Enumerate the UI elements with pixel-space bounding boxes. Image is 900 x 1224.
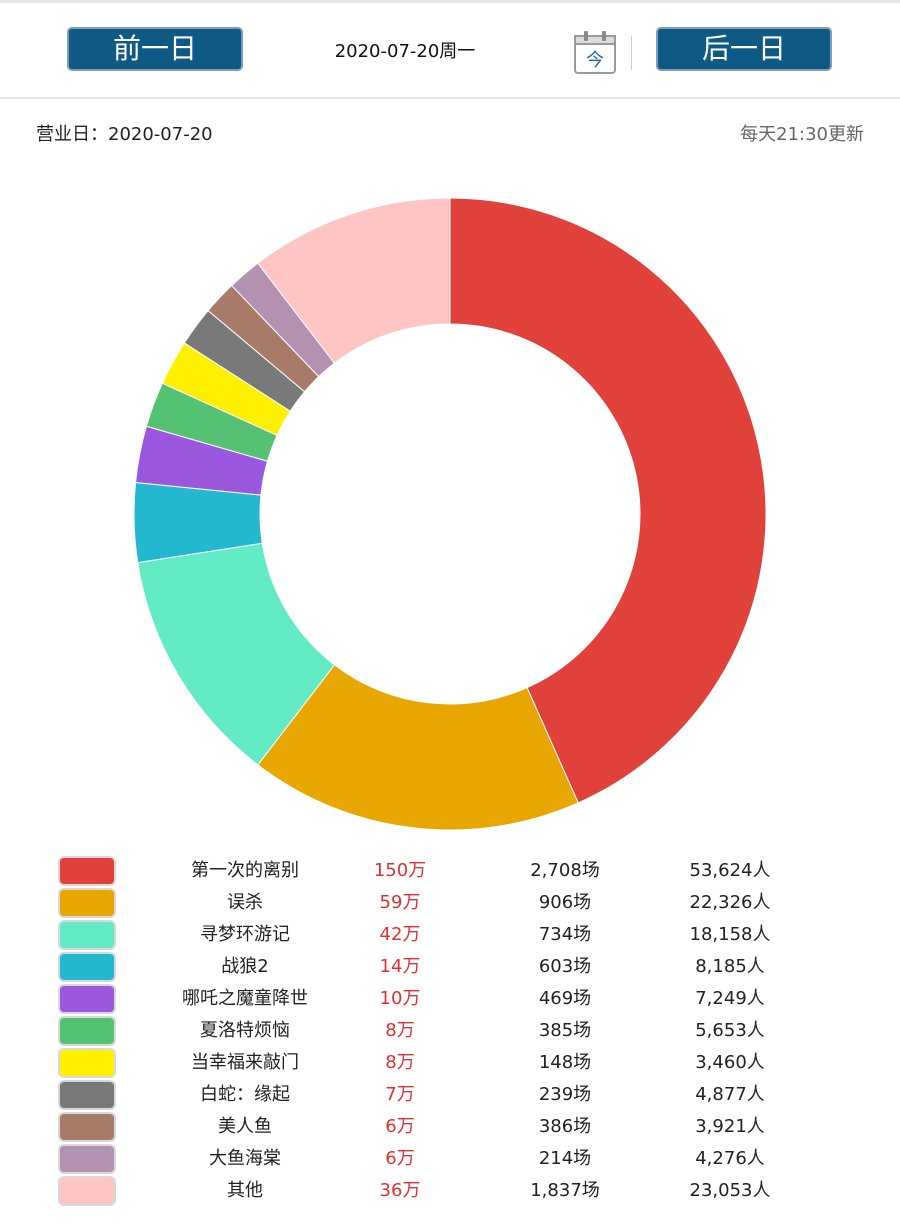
current-date-title: 2020-07-20周一: [334, 41, 476, 62]
movie-name: 战狼2: [221, 956, 269, 977]
box-office-value: 10万: [379, 988, 421, 1009]
box-office-value: 7万: [385, 1084, 415, 1105]
legend-row: 美人鱼 6万 386场 3,921人: [0, 1111, 900, 1143]
legend-row: 误杀 59万 906场 22,326人: [0, 887, 900, 919]
legend-swatch: [60, 858, 114, 884]
audience-count: 7,249人: [695, 988, 765, 1009]
business-day-label: 营业日：2020-07-20: [36, 124, 213, 145]
box-office-value: 14万: [379, 956, 421, 977]
box-office-value: 59万: [379, 892, 421, 913]
legend-row: 当幸福来敲门 8万 148场 3,460人: [0, 1047, 900, 1079]
legend-swatch: [60, 1178, 114, 1204]
header-divider: [631, 36, 632, 70]
legend-swatch: [60, 890, 114, 916]
movie-name: 夏洛特烦恼: [200, 1020, 290, 1041]
box-office-value: 150万: [373, 860, 427, 881]
legend-row: 其他 36万 1,837场 23,053人: [0, 1175, 900, 1207]
audience-count: 23,053人: [689, 1180, 771, 1201]
legend-swatch: [60, 986, 114, 1012]
audience-count: 18,158人: [689, 924, 771, 945]
show-count: 906场: [538, 892, 592, 913]
movie-name: 第一次的离别: [191, 860, 299, 881]
show-count: 603场: [538, 956, 592, 977]
legend-swatch: [60, 922, 114, 948]
show-count: 385场: [538, 1020, 592, 1041]
movie-name: 白蛇：缘起: [200, 1084, 290, 1105]
movie-name: 其他: [227, 1180, 263, 1201]
movie-name: 当幸福来敲门: [191, 1052, 299, 1073]
audience-count: 8,185人: [695, 956, 765, 977]
previous-day-button[interactable]: 前一日: [67, 27, 243, 71]
legend-swatch: [60, 1146, 114, 1172]
show-count: 469场: [538, 988, 592, 1009]
audience-count: 53,624人: [689, 860, 771, 881]
box-office-donut-chart: [133, 197, 767, 831]
show-count: 239场: [538, 1084, 592, 1105]
legend-row: 夏洛特烦恼 8万 385场 5,653人: [0, 1015, 900, 1047]
legend-swatch: [60, 954, 114, 980]
show-count: 1,837场: [530, 1180, 600, 1201]
next-day-button[interactable]: 后一日: [656, 27, 832, 71]
legend-swatch: [60, 1082, 114, 1108]
donut-slice-11[interactable]: [257, 197, 451, 364]
calendar-today-icon[interactable]: 今: [573, 29, 617, 75]
date-navigation-bar: 前一日 2020-07-20周一 今 后一日: [0, 3, 900, 99]
update-note: 每天21:30更新: [740, 124, 864, 145]
legend-row: 第一次的离别 150万 2,708场 53,624人: [0, 855, 900, 887]
legend-row: 白蛇：缘起 7万 239场 4,877人: [0, 1079, 900, 1111]
show-count: 148场: [538, 1052, 592, 1073]
movie-name: 误杀: [227, 892, 263, 913]
legend-row: 大鱼海棠 6万 214场 4,276人: [0, 1143, 900, 1175]
legend-row: 寻梦环游记 42万 734场 18,158人: [0, 919, 900, 951]
audience-count: 4,276人: [695, 1148, 765, 1169]
audience-count: 4,877人: [695, 1084, 765, 1105]
top-border: [0, 0, 900, 3]
movie-name: 哪吒之魔童降世: [182, 988, 308, 1009]
show-count: 386场: [538, 1116, 592, 1137]
box-office-value: 6万: [385, 1148, 415, 1169]
box-office-value: 42万: [379, 924, 421, 945]
audience-count: 3,921人: [695, 1116, 765, 1137]
donut-slice-1[interactable]: [449, 197, 767, 804]
today-char: 今: [586, 50, 604, 71]
audience-count: 22,326人: [689, 892, 771, 913]
show-count: 2,708场: [530, 860, 600, 881]
movie-name: 美人鱼: [218, 1116, 272, 1137]
legend-row: 哪吒之魔童降世 10万 469场 7,249人: [0, 983, 900, 1015]
box-office-value: 8万: [385, 1020, 415, 1041]
audience-count: 5,653人: [695, 1020, 765, 1041]
show-count: 214场: [538, 1148, 592, 1169]
movie-name: 大鱼海棠: [209, 1148, 281, 1169]
box-office-value: 6万: [385, 1116, 415, 1137]
legend-swatch: [60, 1114, 114, 1140]
donut-slice-2[interactable]: [257, 664, 579, 831]
movie-name: 寻梦环游记: [200, 924, 290, 945]
legend-swatch: [60, 1050, 114, 1076]
audience-count: 3,460人: [695, 1052, 765, 1073]
box-office-value: 8万: [385, 1052, 415, 1073]
legend-row: 战狼2 14万 603场 8,185人: [0, 951, 900, 983]
show-count: 734场: [538, 924, 592, 945]
legend-swatch: [60, 1018, 114, 1044]
box-office-value: 36万: [379, 1180, 421, 1201]
